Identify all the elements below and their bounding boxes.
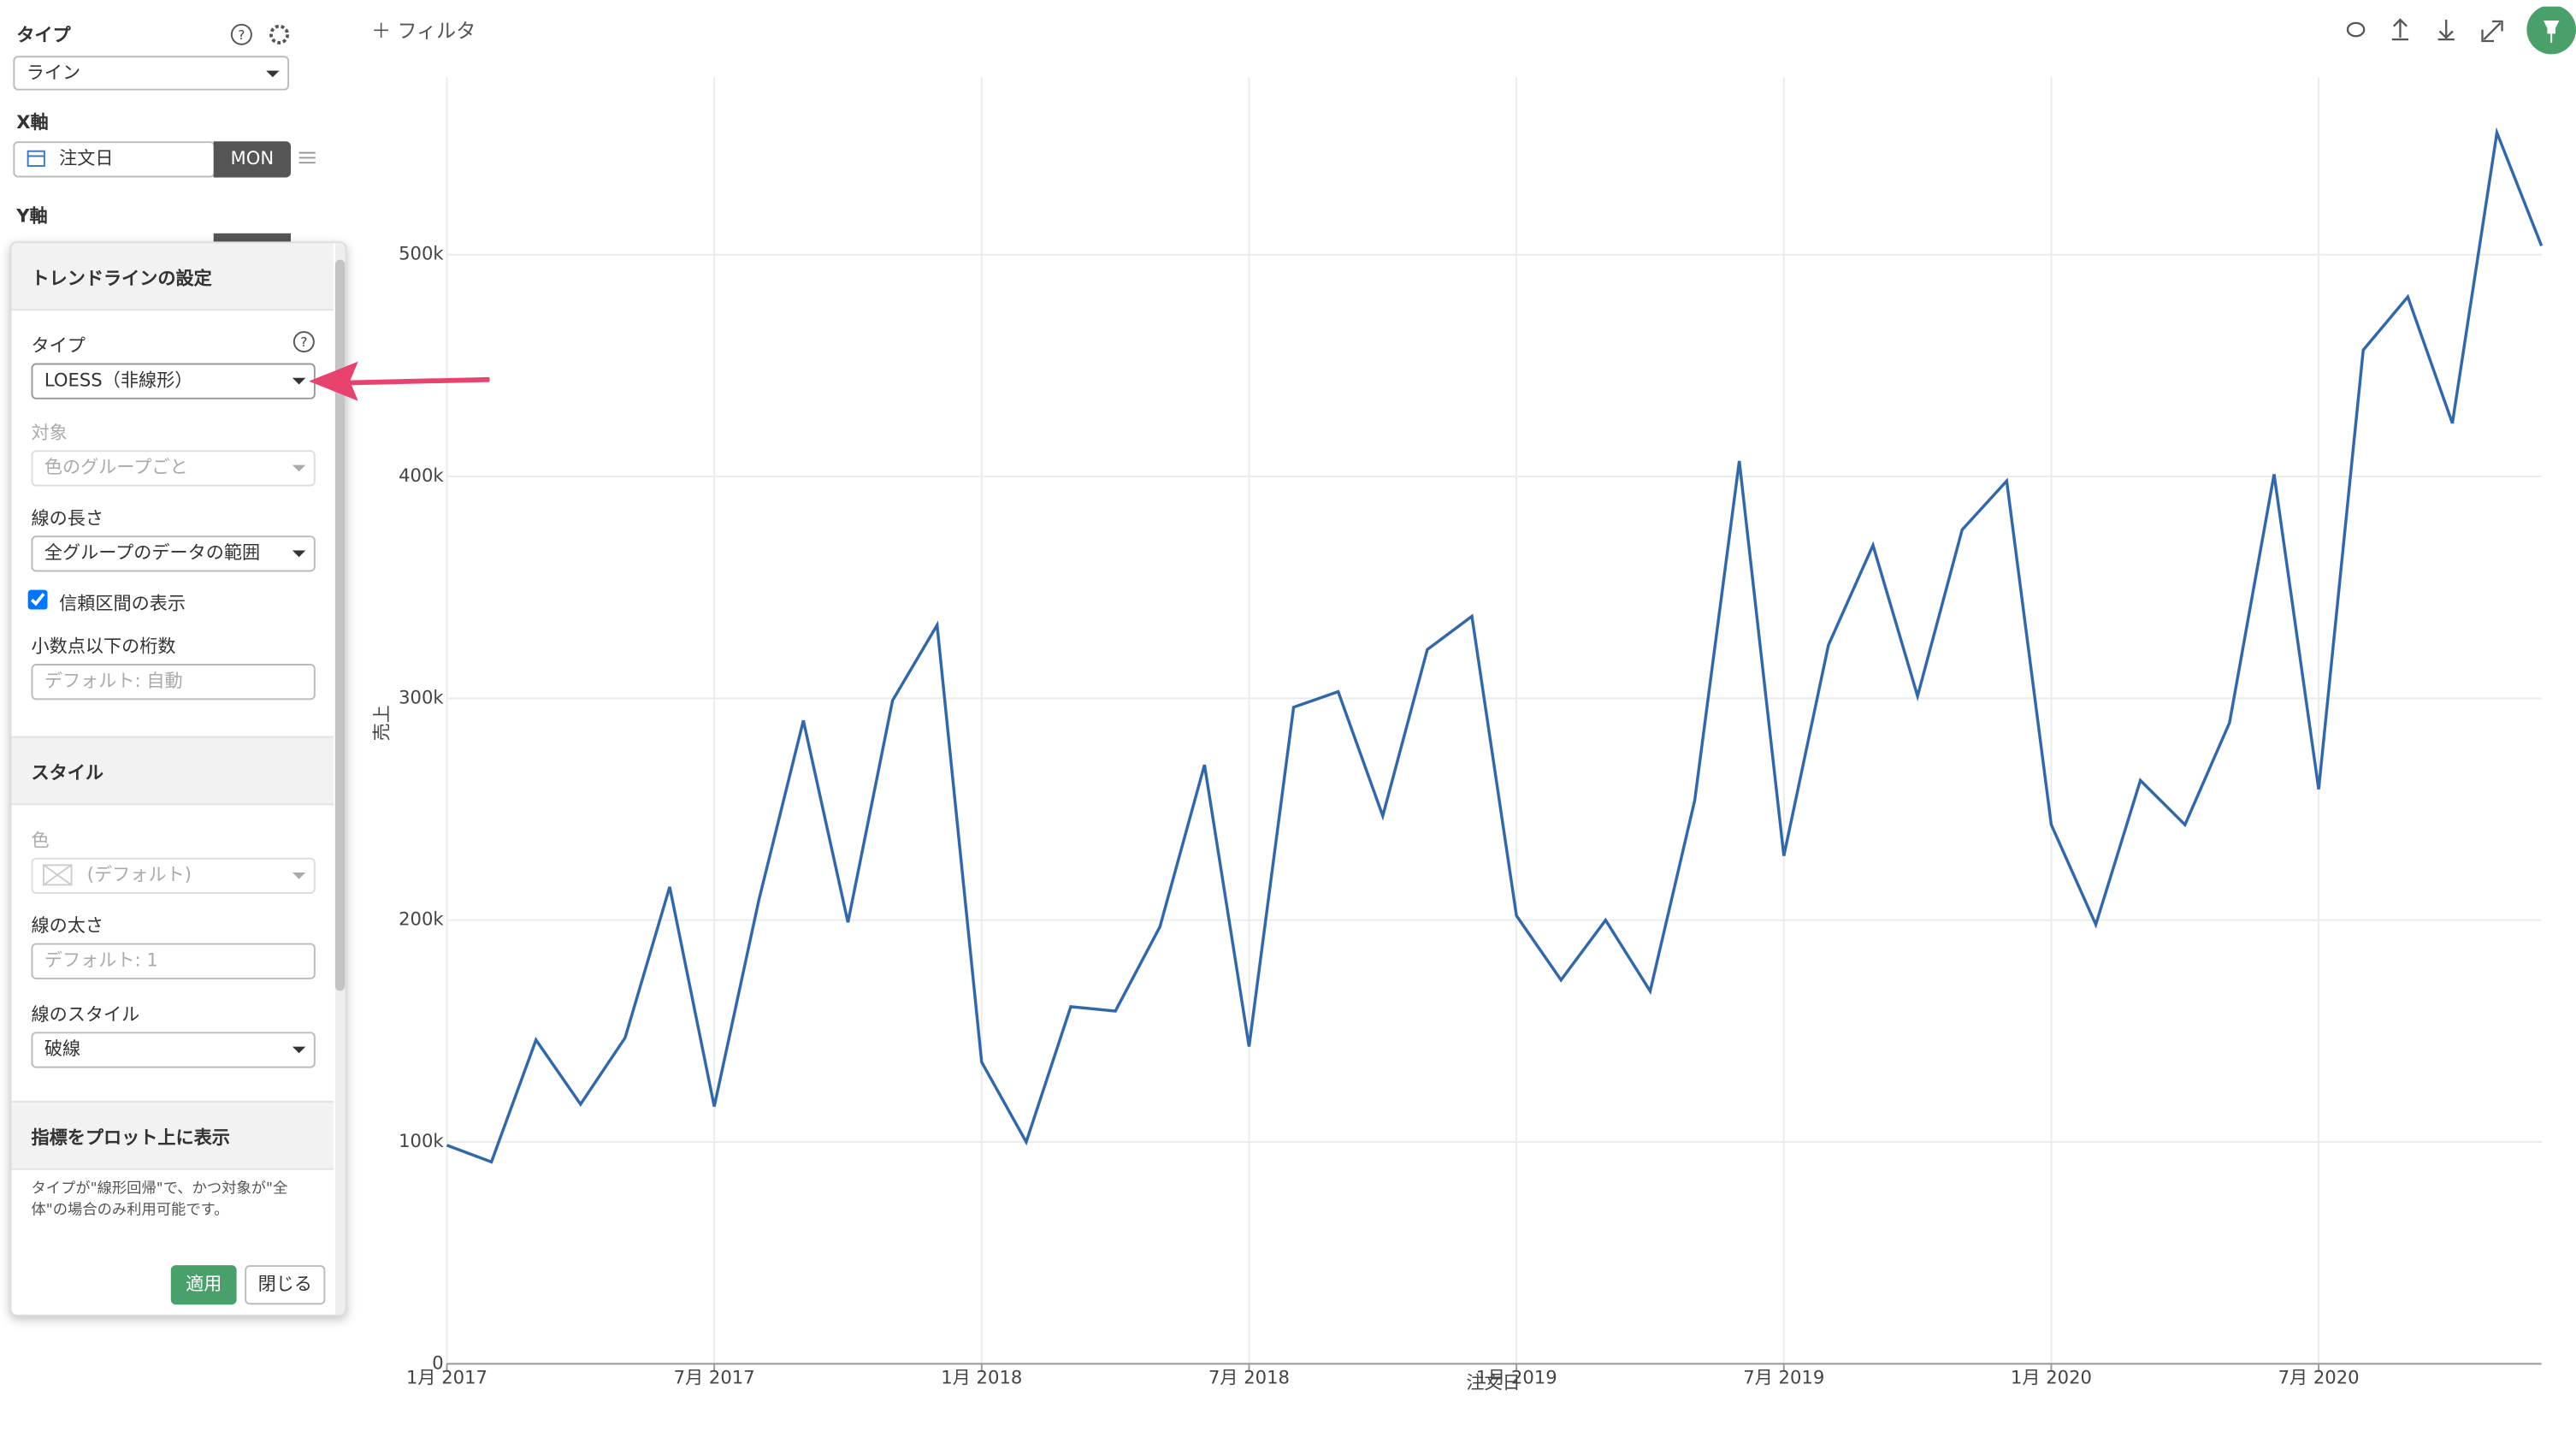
y-tick-label: 200k [399, 908, 444, 930]
select: (デフォルト) [31, 857, 316, 894]
toolbar-icons[interactable] [2341, 6, 2576, 56]
x-tick-label: 7月 2019 [1743, 1367, 1824, 1388]
label: 線のスタイル [31, 1003, 140, 1026]
apply-button[interactable]: 適用 [170, 1265, 237, 1305]
select[interactable]: LOESS（非線形） [31, 363, 316, 399]
svg-text:?: ? [300, 334, 307, 350]
section-title: スタイル [31, 762, 104, 784]
x-tick-label: 7月 2020 [2278, 1367, 2360, 1388]
input[interactable]: デフォルト: 自動 [31, 664, 316, 701]
scrollbar[interactable] [334, 259, 346, 991]
y-tick-label: 100k [399, 1130, 444, 1151]
note: タイプが"線形回帰"で、かつ対象が"全体"の場合のみ利用可能です。 [31, 1181, 288, 1220]
label: タイプ [31, 334, 86, 357]
color-icon [42, 864, 73, 886]
select[interactable]: 全グループのデータの範囲 [31, 535, 316, 572]
y-tick-label: 300k [399, 686, 444, 707]
y-tick-label: 400k [399, 464, 444, 486]
value: LOESS（非線形） [44, 370, 193, 392]
label: 線の太さ [31, 914, 104, 937]
chart: 注文日 売上 0 100k 200k 300k 400k 500k 1月 2017 7月 20… [371, 77, 2544, 1393]
x-tick-label: 1月 2019 [1476, 1367, 1557, 1388]
value: 全グループのデータの範囲 [44, 541, 261, 564]
calendar-icon [27, 150, 45, 167]
label: X軸 [16, 111, 49, 133]
panel-title: トレンドラインの設定 [31, 268, 212, 290]
x-tick-label: 1月 2020 [2011, 1367, 2092, 1388]
checkbox[interactable] [27, 589, 48, 610]
field[interactable]: 注文日 [13, 141, 216, 178]
x-tick-label: 1月 2017 [406, 1367, 487, 1388]
label: 線の長さ [31, 507, 104, 529]
select[interactable]: ライン [13, 56, 290, 91]
y-axis-title: 売上 [371, 705, 393, 741]
value: 注文日 [59, 147, 114, 169]
arrow [309, 361, 490, 401]
icons[interactable]: ? [230, 21, 296, 48]
x-tick-label: 1月 2018 [941, 1367, 1022, 1388]
trend-panel: トレンドラインの設定 タイプ ? LOESS（非線形） 対象 色のグループごと … [9, 241, 347, 1316]
label: フィルタ [397, 20, 476, 43]
close-button[interactable]: 閉じる [245, 1265, 326, 1305]
unit-button[interactable]: MON [213, 141, 292, 178]
value: 破線 [44, 1038, 81, 1060]
menu-icon[interactable] [298, 148, 317, 168]
svg-text:?: ? [238, 27, 245, 43]
select[interactable]: 破線 [31, 1032, 316, 1068]
x-tick-label: 7月 2018 [1208, 1367, 1290, 1388]
y-tick-label: 0 [432, 1351, 443, 1373]
input[interactable]: デフォルト: 1 [31, 943, 316, 979]
label: 対象 [31, 422, 68, 444]
value: ライン [26, 62, 81, 84]
label: 信頼区間の表示 [59, 593, 186, 615]
y-tick-label: 500k [399, 243, 444, 264]
value: 色のグループごと [44, 457, 188, 478]
label: 色 [31, 830, 50, 852]
filter-button[interactable]: ＋ フィルタ [371, 20, 476, 43]
help-icon[interactable]: ? [292, 330, 316, 353]
section-title: 指標をプロット上に表示 [31, 1127, 230, 1149]
value: (デフォルト) [86, 864, 192, 886]
label: Y軸 [16, 205, 48, 228]
x-tick-label: 7月 2017 [674, 1367, 755, 1388]
label: 小数点以下の桁数 [31, 636, 176, 658]
select: 色のグループごと [31, 450, 316, 487]
label: タイプ [16, 24, 71, 46]
line [446, 127, 2544, 1164]
x-axis-title: 注文日 [1466, 1371, 1520, 1393]
